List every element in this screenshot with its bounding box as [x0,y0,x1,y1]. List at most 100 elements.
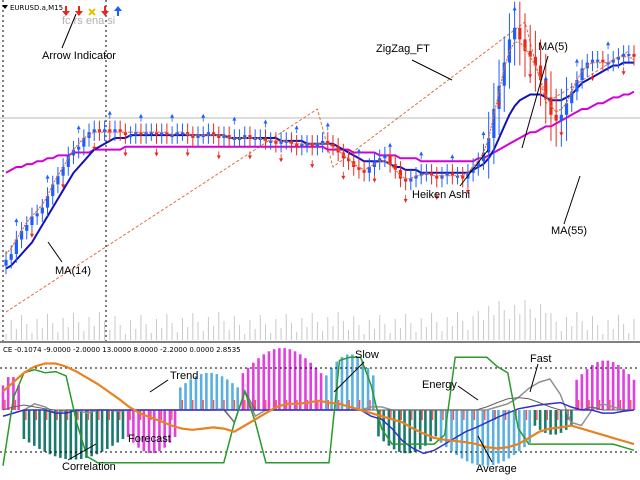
arrow-shaft [65,6,67,12]
indicator-panel: CE -0.1074 -9.0000 -2.0000 13.0000 8.000… [0,343,640,480]
candle-body [45,196,50,208]
arrow-up-icon [45,174,50,179]
candle-body [424,172,428,175]
candle-body [61,167,65,176]
label-energy: Energy [422,379,457,391]
leader-heiken-ashi [459,149,489,187]
candle-body [227,135,231,138]
arrow-up-icon [325,122,330,127]
candle-body [113,129,117,133]
arrow-down-icon [497,103,502,108]
label-zigzag: ZigZag_FT [376,43,430,55]
candle-body [523,39,527,51]
candle-body [632,53,636,57]
indicator-header: CE -0.1074 -9.0000 -2.0000 13.0000 8.000… [3,346,241,354]
candle-body [103,129,107,133]
arrow-up-icon [294,125,299,130]
leader-zigzag [411,59,453,81]
arrow-up-icon [388,142,393,147]
arrow-up-icon [481,131,486,136]
leader-ma55 [563,175,581,225]
leader-correlation [67,443,97,461]
candle-body [139,132,143,136]
candle-body [564,103,569,115]
candle-body [580,68,584,80]
leader-trend [149,379,169,393]
candle-body [461,175,465,179]
candle-body [248,135,252,138]
candle-body [134,132,138,136]
arrow-up-icon [138,113,143,118]
arrow-up-icon [76,125,81,130]
arrow-shaft [104,6,106,12]
candle-body [419,172,423,176]
label-ma14: MA(14) [55,265,91,277]
candle-body [570,91,574,104]
arrow-up-icon [263,119,268,124]
candle-body [232,138,236,140]
candle-body [97,129,102,133]
arrow-down-icon [279,158,284,163]
chevron-down-icon[interactable] [2,5,8,9]
candle-body [14,239,18,254]
arrow-down-icon [621,71,626,76]
label-ma5: MA(5) [538,41,568,53]
label-trend: Trend [170,370,198,382]
candle-body [201,135,205,138]
candle-body [175,132,179,136]
arrow-down-icon [403,198,408,203]
symbol-header[interactable]: EURUSD.a,M15 [2,4,63,12]
candle-body [206,132,211,136]
price-panel-bg [0,0,640,341]
candle-body [274,140,278,144]
candle-body [440,175,444,179]
candle-body [320,140,325,144]
candle-body [108,129,112,133]
candle-body [180,132,185,135]
arrow-down-icon [247,155,252,160]
arrow-up-icon [419,151,424,156]
label-correlation: Correlation [62,461,116,473]
arrow-down-icon [61,184,66,189]
leader-energy [457,385,479,401]
candle-body [601,59,605,63]
candle-body [30,216,34,225]
cross-icon [88,8,96,16]
candle-body [590,59,595,63]
candle-body [450,172,454,176]
candle-body [170,135,174,138]
candle-body [165,132,169,136]
candle-body [585,62,589,69]
candle-body [497,85,501,109]
candle-body [154,132,159,136]
candle-body [25,225,29,231]
panel-separator[interactable] [0,341,640,343]
arrow-up-icon [14,218,19,223]
ma5-line [5,41,635,255]
candle-body [160,132,164,136]
arrow-indicator-marks [14,6,626,238]
price-annotations: Arrow Indicator ZigZag_FT MA(5) Heiken A… [42,13,587,277]
label-arrow-indicator: Arrow Indicator [42,50,116,62]
ma55-line [5,90,635,174]
candle-body [222,135,226,138]
candle-body [606,62,610,65]
leader-average [477,435,493,463]
candle-body [253,138,257,140]
arrow-down-icon [528,74,533,79]
candle-body [326,140,330,144]
candle-body [305,143,309,146]
arrow-up-icon [606,41,611,46]
arrow-down-icon [465,190,470,195]
candle-body [409,178,413,182]
candle-body [513,27,517,40]
candle-body [295,143,299,147]
arrow-up-icon [450,154,455,159]
candle-body [289,140,294,144]
candle-body [315,143,320,147]
candle-body [398,169,403,179]
label-forecast: Forecast [128,433,171,445]
faint-window-title: fc rs ena si [62,15,115,27]
label-average: Average [476,463,517,475]
